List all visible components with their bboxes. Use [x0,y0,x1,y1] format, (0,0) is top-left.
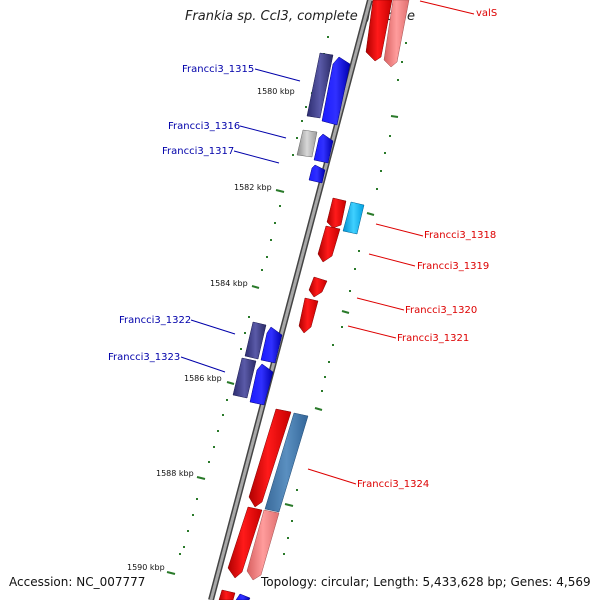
gene-francci3-1315[interactable] [321,56,351,126]
label-francci3-1318: Francci3_1318 [424,230,496,241]
map-title: Frankia sp. CcI3, complete genome [184,9,416,24]
genome-summary-text: Topology: circular; Length: 5,433,628 bp… [261,575,591,589]
gene-francci3-1318-red[interactable] [326,197,347,229]
label-francci3-1317: Francci3_1317 [162,146,234,157]
scale-label-1580: 1580 kbp [257,87,295,96]
label-leaders [180,0,475,485]
label-francci3-1324: Francci3_1324 [357,479,429,490]
label-vals: valS [476,8,497,19]
gene-vals-pink[interactable] [383,0,410,68]
gene-francci3-1323-navy[interactable] [232,357,257,399]
gene-francci3-1322-navy[interactable] [244,321,267,360]
gene-francci3-1324-red[interactable] [248,408,292,508]
label-francci3-1321: Francci3_1321 [397,333,469,344]
scale-label-1584: 1584 kbp [210,279,248,288]
gene-francci3-1317[interactable] [313,133,334,164]
label-francci3-1320: Francci3_1320 [405,305,477,316]
gene-francci3-1323[interactable] [249,363,274,406]
gene-vals-red[interactable] [365,0,393,62]
gene-bottom-blue[interactable] [235,593,251,600]
gene-francci3-1324-pink[interactable] [246,509,280,581]
gene-francci3-1317b[interactable] [308,164,326,184]
genome-backbone-highlight [209,0,372,600]
forward-genes [232,52,351,600]
right-tick-dots [283,42,407,555]
gene-francci3-1324[interactable] [264,412,309,513]
gene-francci3-1319[interactable] [317,225,341,263]
scale-label-1582: 1582 kbp [234,183,272,192]
gene-francci3-1318[interactable] [342,201,365,235]
gene-bottom-red[interactable] [227,506,263,579]
gene-francci3-1322[interactable] [260,326,283,364]
gene-francci3-1321[interactable] [298,297,319,334]
gene-francci3-1316[interactable] [296,129,318,158]
gene-francci3-1315-navy[interactable] [306,52,334,119]
label-francci3-1322: Francci3_1322 [119,315,191,326]
label-francci3-1315: Francci3_1315 [182,64,254,75]
scale-label-1590: 1590 kbp [127,563,165,572]
label-francci3-1316: Francci3_1316 [168,121,240,132]
scale-label-1588: 1588 kbp [156,469,194,478]
scale-label-1586: 1586 kbp [184,374,222,383]
accession-text: Accession: NC_007777 [9,575,146,589]
reverse-genes [218,0,410,600]
label-francci3-1319: Francci3_1319 [417,261,489,272]
label-francci3-1323: Francci3_1323 [108,352,180,363]
gene-bottom-red-2[interactable] [218,589,236,600]
gene-francci3-1320[interactable] [308,276,328,298]
